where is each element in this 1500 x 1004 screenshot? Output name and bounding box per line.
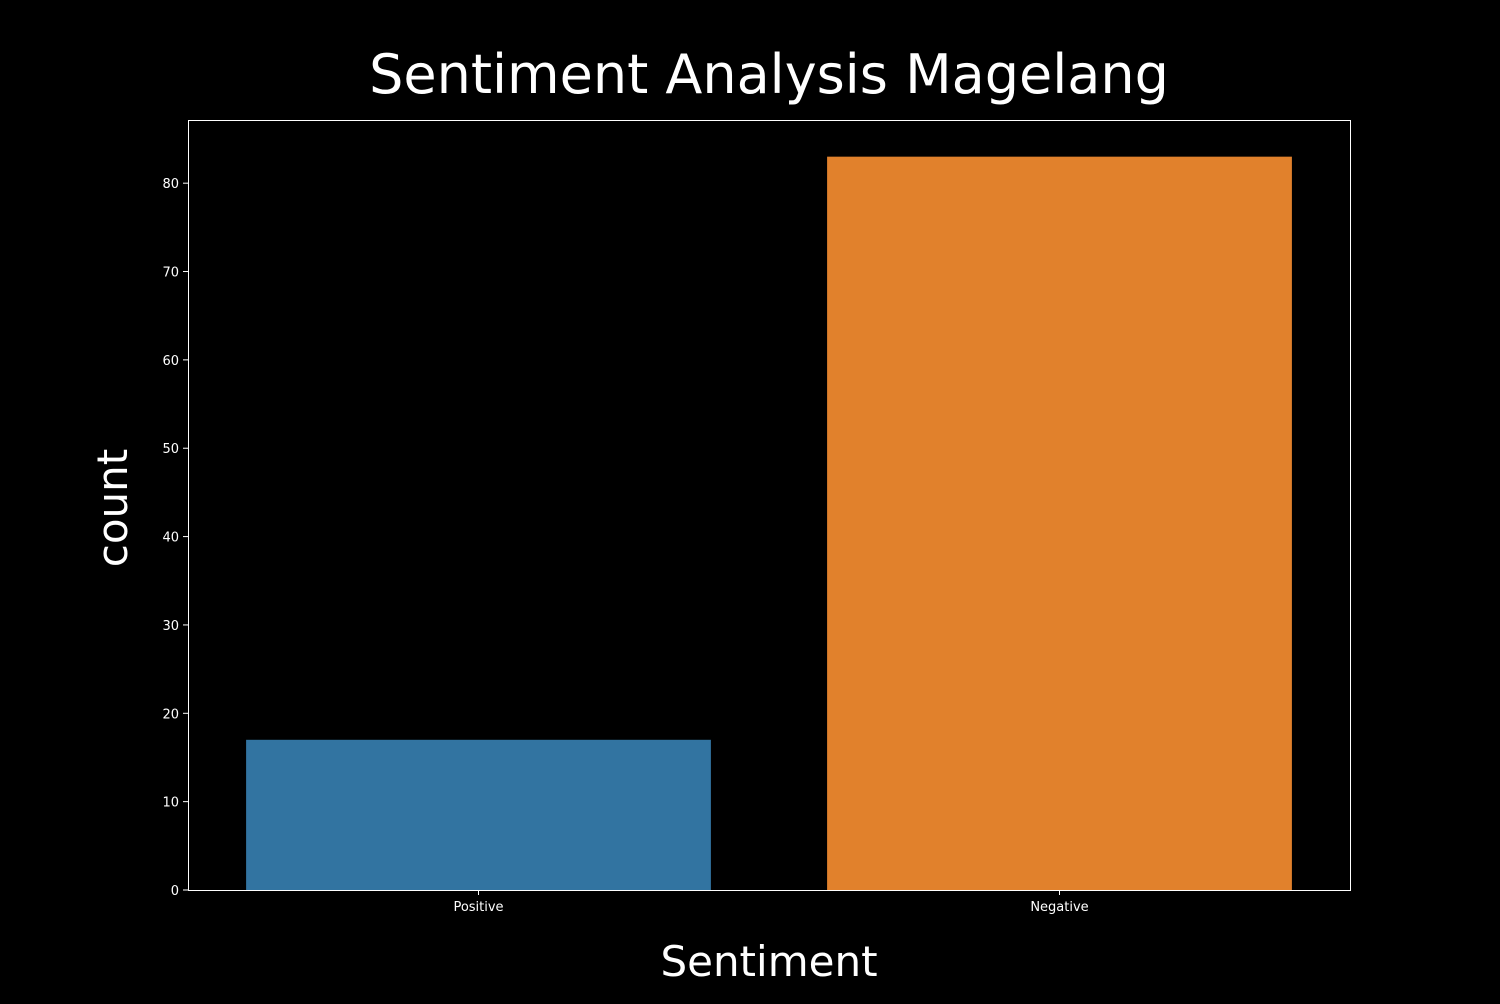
plot-frame [188,120,1351,891]
y-tick-label: 30 [162,619,179,634]
y-tick-label: 40 [162,531,179,546]
x-tick-label: Negative [1030,900,1088,915]
y-tick-label: 20 [162,707,179,722]
y-axis: 0 10 20 30 40 50 60 70 80 [162,177,188,899]
bar-positive [246,739,711,890]
y-tick-label: 70 [162,266,179,281]
y-axis-title: count [88,449,137,568]
y-tick-label: 0 [171,884,179,899]
chart-title: Sentiment Analysis Magelang [369,43,1169,106]
x-axis: Positive Negative [453,890,1089,915]
y-tick-label: 50 [162,442,179,457]
x-tick-label: Positive [453,900,503,915]
bar-negative [827,156,1292,890]
bars-layer [246,156,1292,890]
y-tick-label: 80 [162,177,179,192]
y-tick-label: 10 [162,796,179,811]
x-axis-title: Sentiment [660,937,877,986]
y-tick-label: 60 [162,354,179,369]
